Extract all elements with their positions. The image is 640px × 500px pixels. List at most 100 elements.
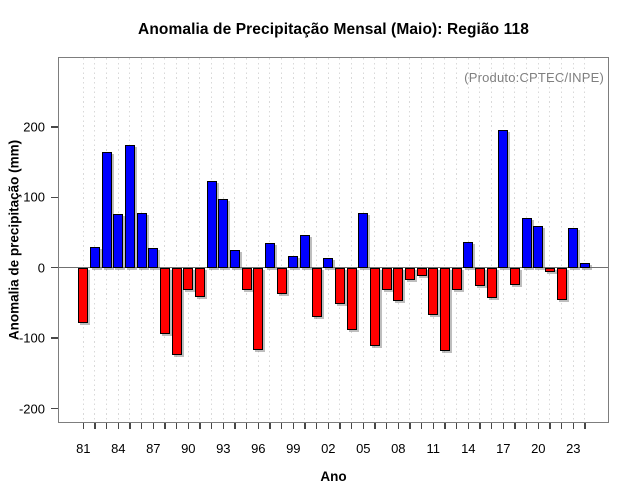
bar-06 bbox=[369, 267, 380, 346]
bar-15 bbox=[474, 267, 485, 286]
bar-07 bbox=[381, 267, 392, 290]
gridline bbox=[327, 58, 329, 422]
x-tick-label: 87 bbox=[146, 441, 161, 456]
gridline bbox=[479, 58, 481, 422]
x-axis-tick bbox=[129, 423, 131, 429]
gridline bbox=[549, 58, 551, 422]
x-axis-tick bbox=[222, 423, 224, 429]
x-axis-tick bbox=[105, 423, 108, 429]
x-tick-label: 93 bbox=[216, 441, 231, 456]
y-tick-label: 200 bbox=[23, 119, 45, 135]
x-axis-tick bbox=[164, 423, 166, 429]
x-axis-tick bbox=[280, 423, 283, 429]
x-axis-tick bbox=[269, 423, 271, 429]
gridline bbox=[409, 58, 411, 422]
x-tick-label: 96 bbox=[251, 441, 266, 456]
y-tick-label: -100 bbox=[18, 330, 45, 346]
bar-23 bbox=[568, 228, 579, 268]
gridline bbox=[152, 58, 154, 422]
x-axis-tick bbox=[175, 423, 178, 429]
bar-98 bbox=[276, 267, 287, 295]
x-tick-label: 20 bbox=[531, 441, 546, 456]
y-axis-tick bbox=[51, 267, 58, 269]
gridline bbox=[456, 58, 458, 422]
bar-92 bbox=[206, 181, 217, 268]
x-tick-label: 99 bbox=[286, 441, 301, 456]
y-axis-tick bbox=[51, 407, 58, 410]
x-axis-tick bbox=[432, 423, 434, 429]
y-tick-label: 100 bbox=[23, 189, 45, 205]
gridline bbox=[281, 58, 283, 422]
x-tick-label: 23 bbox=[566, 441, 581, 456]
x-axis-tick bbox=[245, 423, 248, 429]
bar-87 bbox=[148, 247, 159, 268]
x-axis-tick bbox=[315, 423, 318, 429]
bar-96 bbox=[253, 267, 264, 351]
bar-17 bbox=[498, 130, 509, 268]
x-axis-tick bbox=[572, 423, 574, 429]
gridline bbox=[187, 58, 189, 422]
bar-01 bbox=[311, 267, 322, 317]
x-axis-tick bbox=[467, 423, 469, 429]
x-tick-label: 11 bbox=[426, 441, 441, 456]
bar-19 bbox=[521, 218, 532, 268]
bar-86 bbox=[136, 212, 147, 268]
bar-81 bbox=[78, 267, 89, 323]
gridline bbox=[421, 58, 423, 422]
x-axis-tick bbox=[82, 423, 84, 429]
x-axis-tick bbox=[374, 423, 376, 429]
y-axis-tick bbox=[51, 196, 58, 198]
gridline bbox=[269, 58, 271, 422]
bar-89 bbox=[171, 267, 182, 355]
y-tick-label: 0 bbox=[37, 260, 45, 276]
gridline bbox=[234, 58, 236, 422]
zero-baseline bbox=[58, 267, 609, 269]
x-axis-tick bbox=[152, 423, 154, 429]
x-axis-tick bbox=[514, 423, 516, 429]
bar-91 bbox=[194, 267, 205, 298]
x-axis-tick bbox=[199, 423, 201, 429]
x-axis-tick bbox=[304, 423, 306, 429]
bar-13 bbox=[451, 267, 462, 291]
bar-09 bbox=[404, 267, 415, 280]
gridline bbox=[164, 58, 166, 422]
bar-21 bbox=[544, 267, 555, 272]
plot-area: (Produto:CPTEC/INPE) bbox=[58, 57, 609, 423]
x-tick-label: 84 bbox=[111, 441, 126, 456]
y-tick-label: -200 bbox=[18, 401, 45, 417]
gridline bbox=[94, 58, 96, 422]
source-annotation: (Produto:CPTEC/INPE) bbox=[464, 70, 604, 85]
bar-97 bbox=[264, 243, 275, 268]
x-axis-tick bbox=[210, 423, 213, 429]
bar-88 bbox=[159, 267, 170, 334]
x-tick-label: 17 bbox=[496, 441, 511, 456]
x-axis-tick bbox=[584, 423, 586, 429]
gridline bbox=[467, 58, 469, 422]
x-axis-tick bbox=[455, 423, 458, 429]
x-axis-tick bbox=[339, 423, 341, 429]
bar-24 bbox=[579, 262, 590, 268]
x-axis-tick bbox=[327, 423, 329, 429]
gridline bbox=[444, 58, 446, 422]
bar-03 bbox=[334, 267, 345, 304]
x-tick-label: 08 bbox=[391, 441, 406, 456]
chart-title: Anomalia de Precipitação Mensal (Maio): … bbox=[138, 21, 529, 38]
x-axis-title: Ano bbox=[320, 469, 347, 484]
bar-85 bbox=[124, 145, 135, 268]
gridline bbox=[339, 58, 341, 422]
bar-93 bbox=[218, 198, 229, 268]
x-axis-tick bbox=[140, 423, 143, 429]
y-axis-tick bbox=[51, 337, 58, 339]
gridline bbox=[316, 58, 318, 422]
bar-84 bbox=[113, 214, 124, 268]
x-axis-tick bbox=[117, 423, 119, 429]
gridline bbox=[246, 58, 248, 422]
bar-99 bbox=[288, 255, 299, 268]
bar-08 bbox=[393, 267, 404, 301]
bar-22 bbox=[556, 267, 567, 301]
bar-20 bbox=[533, 226, 544, 268]
x-axis-tick bbox=[385, 423, 388, 429]
bar-94 bbox=[229, 250, 240, 268]
bar-10 bbox=[416, 267, 427, 277]
